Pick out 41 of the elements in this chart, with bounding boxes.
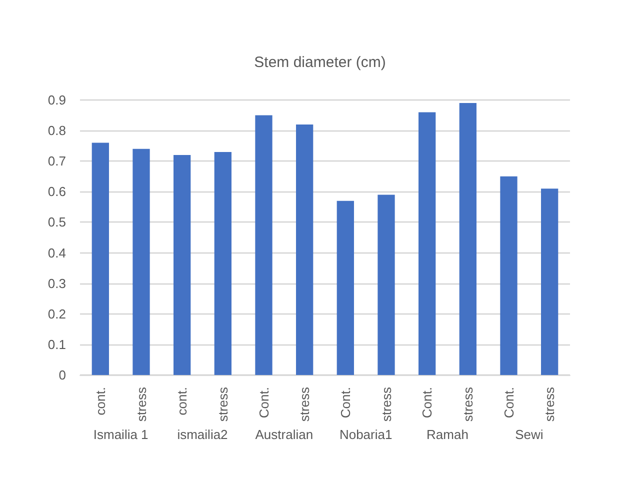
y-tick-label: 0.5: [48, 214, 66, 230]
bar: [255, 115, 272, 375]
x-tick-label: Cont.: [338, 387, 353, 418]
x-tick-label: stress: [542, 386, 558, 422]
y-tick-label: 0.9: [48, 92, 66, 108]
y-tick-label: 0.4: [48, 245, 66, 260]
bar: [336, 200, 354, 375]
bar: [214, 152, 232, 375]
x-tick-label: stress: [297, 386, 312, 422]
y-tick-label: 0: [58, 368, 66, 382]
bar: [500, 176, 518, 375]
text: Ramah: [426, 427, 468, 442]
y-tick-label: 0.3: [48, 276, 66, 291]
x-tick-label: Cont.: [501, 387, 516, 418]
x-tick-label: Cont.: [256, 387, 272, 418]
x-tick-label: cont.: [174, 387, 190, 416]
y-tick-label: 0.7: [48, 154, 66, 169]
x-tick-label: stress: [215, 386, 230, 422]
bar: [132, 148, 150, 375]
text: Australian: [255, 427, 314, 442]
x-tick-label: stress: [460, 386, 476, 422]
y-tick-label: 0.6: [48, 184, 66, 200]
text: Ismailia 1: [93, 427, 148, 442]
x-tick-label: stress: [378, 386, 394, 422]
y-tick-label: 0.8: [48, 123, 66, 138]
chart-title: Stem diameter (cm): [254, 54, 386, 71]
x-tick-label: Cont.: [420, 387, 435, 418]
x-tick-label: stress: [134, 386, 149, 422]
x-tick-label: cont.: [92, 387, 108, 416]
bar: [296, 124, 314, 375]
bar: [418, 112, 436, 375]
bar: [541, 188, 558, 375]
bar: [459, 103, 476, 375]
text: Nobaria1: [339, 427, 392, 442]
bar: [92, 142, 109, 375]
text: Sewi: [515, 427, 544, 442]
text: ismailia2: [177, 427, 228, 442]
bar: [174, 155, 191, 375]
y-tick-label: 0.2: [48, 306, 66, 322]
y-tick-label: 0.1: [48, 336, 66, 352]
bar: [378, 194, 395, 375]
